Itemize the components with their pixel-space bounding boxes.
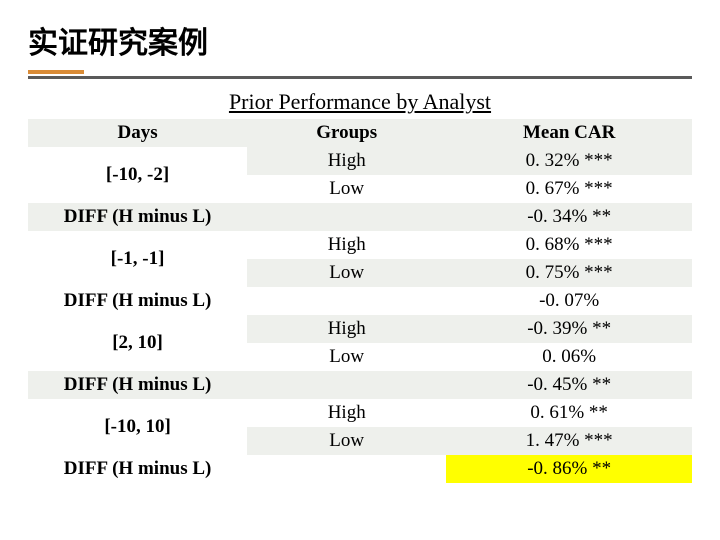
empty-cell xyxy=(247,455,446,483)
data-table: Days Groups Mean CAR [-10, -2] High 0. 3… xyxy=(28,119,692,483)
group-cell: High xyxy=(247,399,446,427)
group-cell: High xyxy=(247,147,446,175)
header-days: Days xyxy=(28,119,247,147)
value-cell: 0. 68% *** xyxy=(446,231,692,259)
slide-title: 实证研究案例 xyxy=(28,18,692,62)
diff-label: DIFF (H minus L) xyxy=(28,455,247,483)
group-cell: Low xyxy=(247,175,446,203)
value-cell: 1. 47% *** xyxy=(446,427,692,455)
accent-bar xyxy=(28,70,84,74)
value-cell: 0. 75% *** xyxy=(446,259,692,287)
separator-line xyxy=(28,76,692,79)
empty-cell xyxy=(247,371,446,399)
period-1: [-10, -2] xyxy=(28,147,247,203)
value-cell: 0. 06% xyxy=(446,343,692,371)
group-cell: High xyxy=(247,231,446,259)
empty-cell xyxy=(247,287,446,315)
diff-label: DIFF (H minus L) xyxy=(28,371,247,399)
group-cell: Low xyxy=(247,259,446,287)
period-2: [-1, -1] xyxy=(28,231,247,287)
group-cell: Low xyxy=(247,343,446,371)
diff-value: -0. 34% ** xyxy=(446,203,692,231)
value-cell: -0. 39% ** xyxy=(446,315,692,343)
value-cell: 0. 67% *** xyxy=(446,175,692,203)
table-caption: Prior Performance by Analyst xyxy=(28,89,692,115)
value-cell: 0. 61% ** xyxy=(446,399,692,427)
diff-label: DIFF (H minus L) xyxy=(28,203,247,231)
period-4: [-10, 10] xyxy=(28,399,247,455)
header-meancar: Mean CAR xyxy=(446,119,692,147)
period-3: [2, 10] xyxy=(28,315,247,371)
diff-value: -0. 07% xyxy=(446,287,692,315)
group-cell: Low xyxy=(247,427,446,455)
diff-value: -0. 45% ** xyxy=(446,371,692,399)
value-cell: 0. 32% *** xyxy=(446,147,692,175)
diff-value-highlighted: -0. 86% ** xyxy=(446,455,692,483)
diff-label: DIFF (H minus L) xyxy=(28,287,247,315)
header-groups: Groups xyxy=(247,119,446,147)
group-cell: High xyxy=(247,315,446,343)
empty-cell xyxy=(247,203,446,231)
